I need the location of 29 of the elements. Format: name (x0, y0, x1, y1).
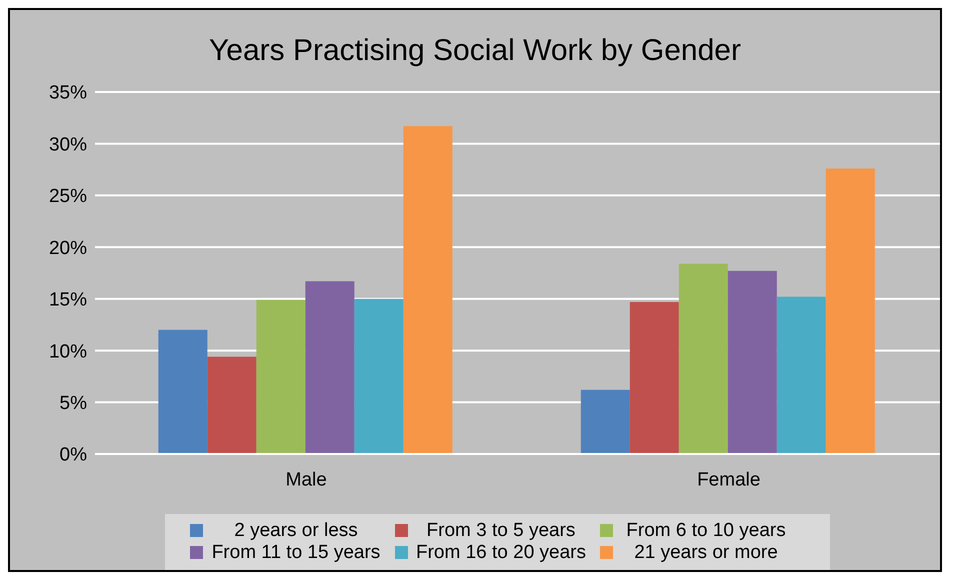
bar (728, 270, 777, 454)
legend-label: 21 years or more (633, 542, 779, 564)
y-tick-label: 25% (48, 186, 88, 208)
bar (678, 264, 728, 454)
bar (256, 300, 306, 454)
x-tick-label: Female (697, 469, 760, 490)
y-tick-label: 15% (48, 290, 88, 311)
legend-label: 2 years or less (233, 520, 359, 542)
bar (630, 302, 679, 454)
bar (158, 330, 208, 454)
legend-label: From 11 to 15 years (210, 542, 382, 564)
legend-label: From 6 to 10 years (625, 520, 787, 542)
bar (305, 281, 354, 454)
y-tick-label: 5% (60, 393, 88, 414)
bar (403, 126, 452, 454)
bar (580, 390, 630, 454)
legend-label: From 3 to 5 years (426, 520, 576, 542)
y-tick-label: 10% (48, 341, 88, 362)
x-tick-label: Male (286, 469, 327, 490)
chart-title: Years Practising Social Work by Gender (208, 33, 742, 69)
y-tick-label: 35% (48, 82, 88, 104)
bar (354, 298, 404, 454)
bar (207, 356, 256, 454)
y-tick-label: 0% (60, 444, 88, 466)
bar (826, 168, 875, 454)
y-tick-label: 20% (48, 238, 88, 259)
bar (776, 296, 826, 454)
y-tick-label: 30% (48, 134, 88, 156)
legend-label: From 16 to 20 years (414, 542, 588, 564)
